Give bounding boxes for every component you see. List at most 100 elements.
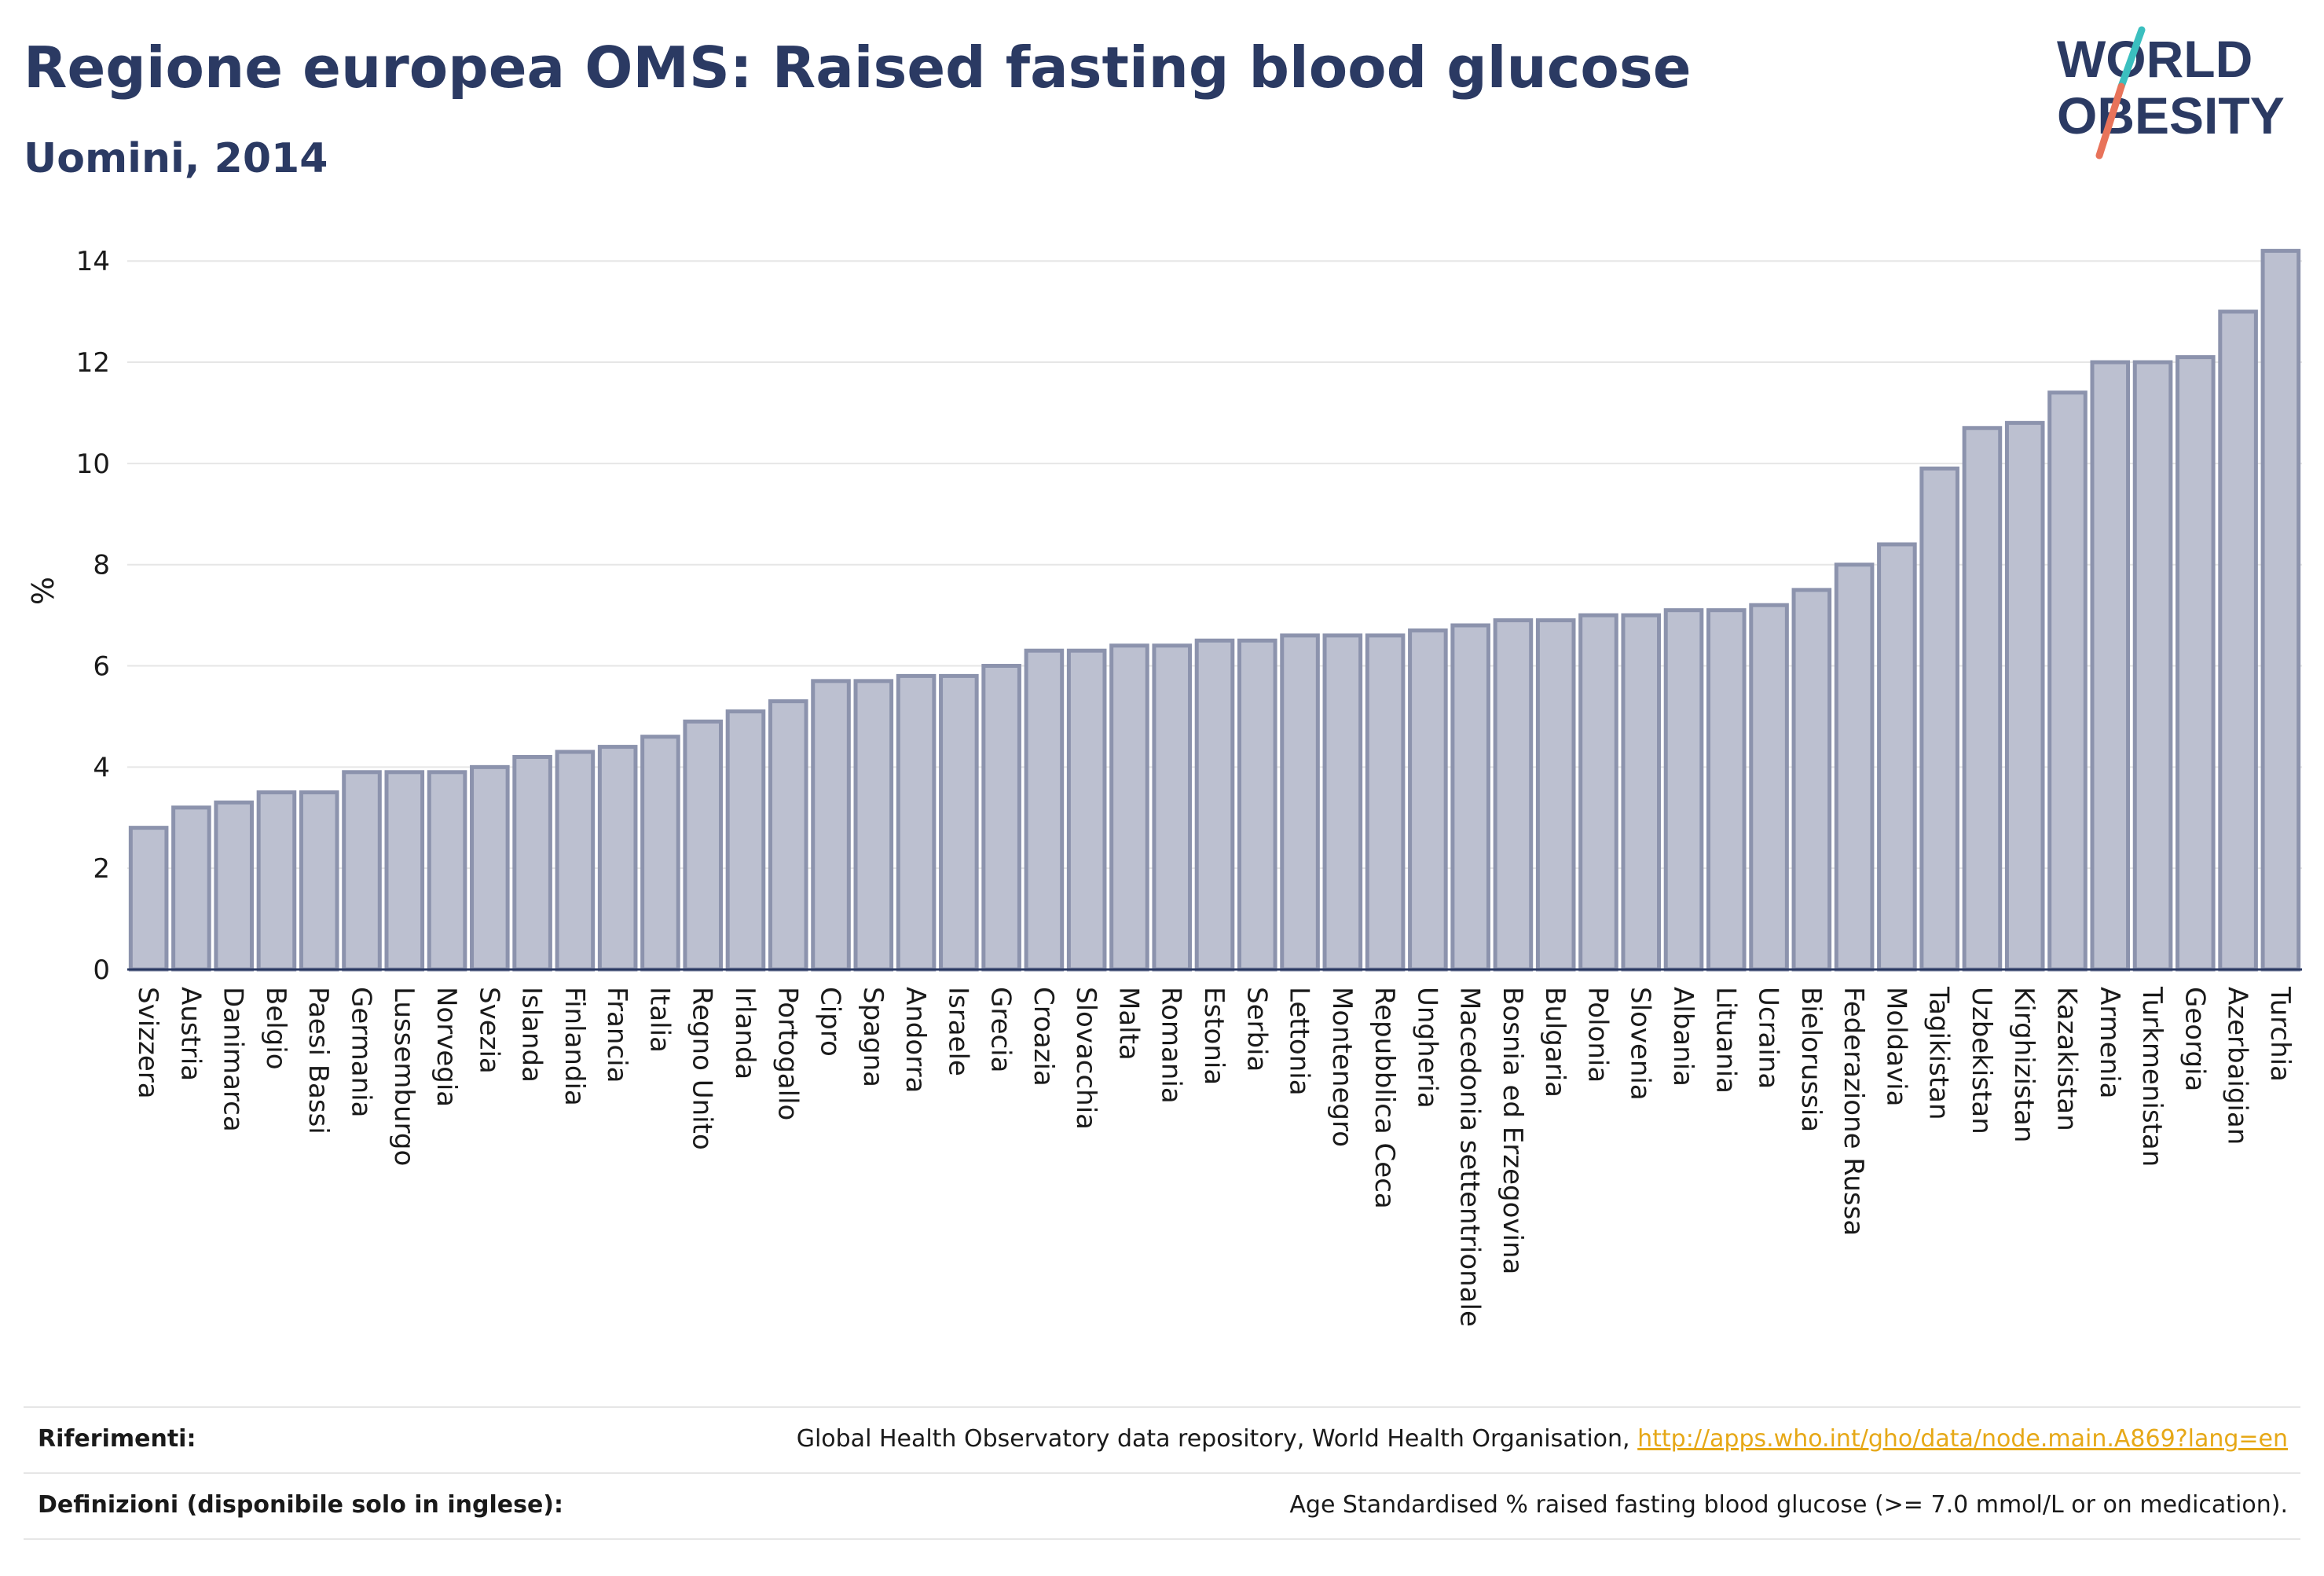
logo-slash-top	[2117, 26, 2146, 90]
x-tick-label: Turkmenistan	[2136, 986, 2168, 1167]
x-tick-label: Lettonia	[1284, 987, 1315, 1096]
bar-macedonia-settentrionale	[1450, 623, 1490, 972]
bar-estonia	[1194, 638, 1235, 972]
bar-andorra	[896, 673, 937, 972]
y-tick-label: 12	[76, 347, 110, 379]
x-tick-label: Lussemburgo	[388, 987, 420, 1166]
bar-uzbekistan	[1962, 426, 2003, 972]
x-tick-label: Kirghizistan	[2008, 987, 2040, 1142]
x-tick-label: Montenegro	[1326, 987, 1358, 1147]
x-tick-label: Bosnia ed Erzegovina	[1497, 987, 1528, 1274]
bar-turchia	[2260, 248, 2301, 972]
x-tick-label: Polonia	[1582, 987, 1613, 1083]
x-tick-label: Croazia	[1028, 987, 1059, 1087]
x-tick-label: Germania	[346, 987, 377, 1117]
references-label: Riferimenti:	[38, 1425, 196, 1453]
definitions-row: Definizioni (disponibile solo in inglese…	[24, 1472, 2300, 1540]
y-tick-label: 0	[93, 955, 110, 986]
bar-montenegro	[1322, 633, 1363, 972]
y-tick-labels: 0 2 4 6 8 10 12 14	[76, 246, 110, 986]
x-tick-label: Bulgaria	[1539, 987, 1571, 1098]
bar-portogallo	[768, 699, 808, 972]
x-tick-label: Cipro	[815, 987, 846, 1057]
bar-chart: 0 2 4 6 8 10 12 14 Svizzera Austria Danimarca Belg…	[26, 246, 2302, 1327]
x-tick-label: Kazakistan	[2051, 987, 2082, 1131]
bars	[128, 248, 2301, 972]
y-axis-label: %	[26, 577, 60, 605]
x-tick-label: Bielorussia	[1795, 987, 1827, 1132]
bar-belgio	[256, 790, 297, 972]
x-tick-label: Tagikistan	[1923, 986, 1955, 1120]
bar-repubblica-ceca	[1365, 633, 1406, 972]
logo-text-line1: WORLD	[2057, 30, 2253, 88]
bar-francia	[597, 745, 638, 972]
references-row: Riferimenti: Global Health Observatory d…	[24, 1406, 2300, 1472]
y-tick-label: 2	[93, 853, 110, 885]
bar-romania	[1152, 643, 1193, 972]
bar-croazia	[1024, 648, 1065, 972]
x-tick-label: Slovenia	[1625, 987, 1656, 1101]
bar-serbia	[1237, 638, 1277, 972]
bar-bielorussia	[1791, 588, 1832, 972]
bar-turkmenistan	[2132, 360, 2173, 972]
y-tick-label: 10	[76, 449, 110, 480]
y-tick-label: 4	[93, 752, 110, 783]
bar-slovenia	[1621, 613, 1662, 972]
x-tick-label: Svizzera	[132, 987, 163, 1099]
bar-irlanda	[725, 709, 766, 972]
bar-islanda	[512, 754, 552, 972]
bar-azerbaigian	[2218, 310, 2258, 972]
bar-grecia	[981, 664, 1021, 972]
bar-italia	[640, 735, 680, 972]
x-tick-label: Svezia	[473, 987, 504, 1074]
bar-kazakistan	[2047, 390, 2088, 972]
x-tick-label: Grecia	[985, 987, 1017, 1072]
x-tick-label: Turchia	[2264, 986, 2296, 1082]
y-tick-label: 14	[76, 246, 110, 277]
x-tick-label: Slovacchia	[1070, 987, 1102, 1130]
references-value: Global Health Observatory data repositor…	[797, 1425, 2288, 1453]
x-tick-label: Francia	[601, 987, 632, 1083]
bar-polonia	[1578, 613, 1618, 972]
x-tick-label: Austria	[174, 987, 206, 1081]
bar-kirghizistan	[2004, 420, 2045, 972]
references-link[interactable]: http://apps.who.int/gho/data/node.main.A…	[1637, 1425, 2288, 1453]
bar-svizzera	[128, 826, 169, 972]
bar-ungheria	[1408, 628, 1448, 972]
bar-svezia	[470, 764, 510, 972]
bar-cipro	[811, 679, 851, 972]
bar-slovacchia	[1066, 648, 1107, 972]
bar-albania	[1663, 608, 1704, 972]
y-tick-label: 8	[93, 550, 110, 581]
x-tick-label: Romania	[1156, 987, 1187, 1104]
bar-bosnia-ed-erzegovina	[1493, 618, 1534, 972]
x-tick-label: Albania	[1667, 987, 1699, 1087]
x-tick-label: Estonia	[1198, 987, 1230, 1085]
x-tick-label: Azerbaigian	[2222, 987, 2253, 1145]
x-tick-label: Ungheria	[1411, 987, 1442, 1109]
x-tick-label: Federazione Russa	[1838, 987, 1869, 1236]
x-tick-labels: Svizzera Austria Danimarca Belgio Paesi Bass…	[132, 986, 2296, 1327]
bar-lettonia	[1280, 633, 1320, 972]
x-tick-label: Islanda	[516, 987, 548, 1083]
x-tick-label: Andorra	[900, 987, 931, 1093]
x-tick-label: Lituania	[1710, 987, 1741, 1094]
x-tick-label: Finlandia	[559, 987, 590, 1106]
bar-tagikistan	[1919, 466, 1959, 972]
bar-moldavia	[1877, 542, 1917, 972]
definitions-text: Age Standardised % raised fasting blood …	[1289, 1491, 2288, 1519]
x-tick-label: Regno Unito	[687, 987, 718, 1150]
bar-finlandia	[555, 750, 596, 972]
bar-regno-unito	[683, 719, 724, 972]
bar-armenia	[2090, 360, 2131, 972]
bar-austria	[171, 805, 211, 972]
references-table: Riferimenti: Global Health Observatory d…	[24, 1406, 2300, 1540]
x-tick-label: Georgia	[2179, 987, 2210, 1091]
bar-georgia	[2176, 355, 2216, 972]
x-tick-label: Israele	[942, 987, 973, 1076]
x-tick-label: Paesi Bassi	[302, 987, 334, 1134]
bar-ucraina	[1749, 603, 1789, 972]
x-tick-label: Macedonia settentrionale	[1454, 987, 1486, 1327]
bar-lituania	[1706, 608, 1747, 972]
bar-lussemburgo	[384, 770, 425, 972]
